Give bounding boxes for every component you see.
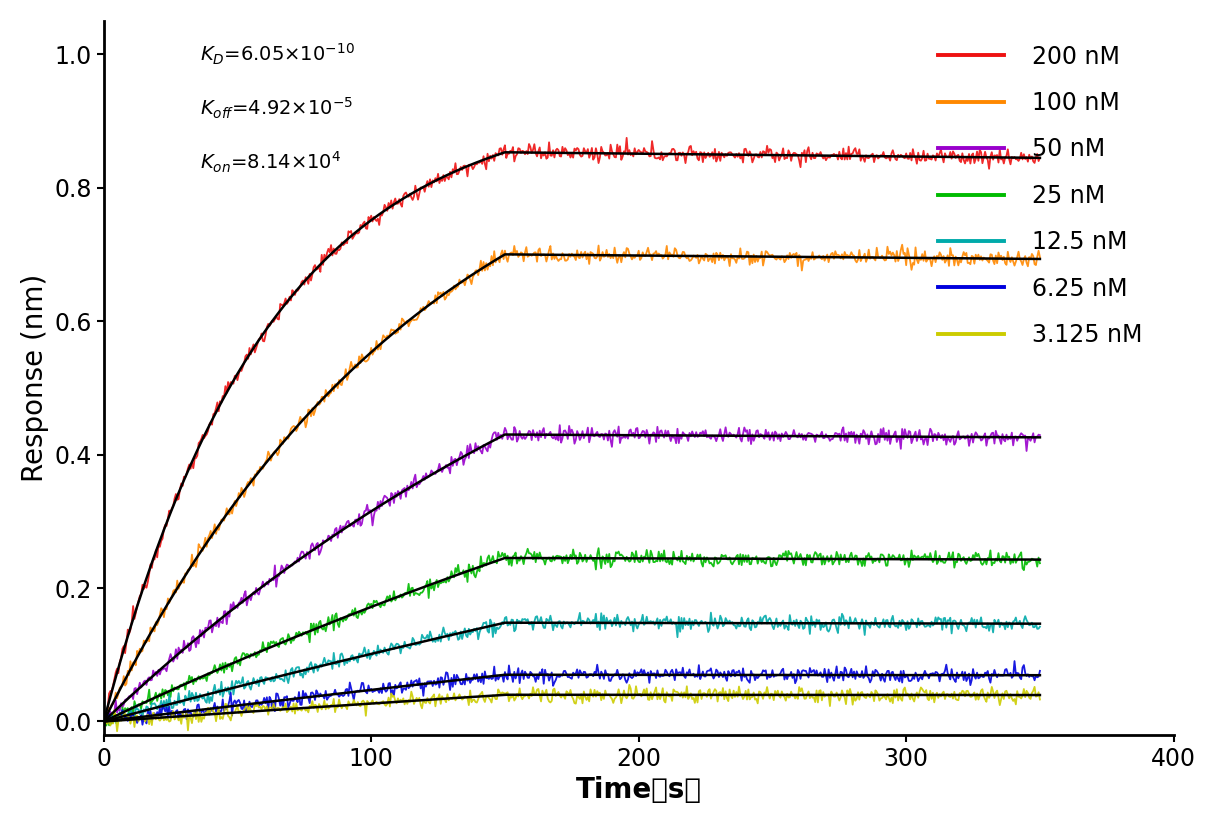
X-axis label: Time（s）: Time（s） xyxy=(576,776,702,804)
Text: $K_{on}$=8.14$\times$10$^{4}$: $K_{on}$=8.14$\times$10$^{4}$ xyxy=(200,149,341,175)
Legend: 200 nM, 100 nM, 50 nM, 25 nM, 12.5 nM, 6.25 nM, 3.125 nM: 200 nM, 100 nM, 50 nM, 25 nM, 12.5 nM, 6… xyxy=(929,35,1152,356)
Text: $K_{off}$=4.92$\times$10$^{-5}$: $K_{off}$=4.92$\times$10$^{-5}$ xyxy=(200,96,353,121)
Y-axis label: Response (nm): Response (nm) xyxy=(21,274,49,482)
Text: $K_D$=6.05$\times$10$^{-10}$: $K_D$=6.05$\times$10$^{-10}$ xyxy=(200,42,355,68)
